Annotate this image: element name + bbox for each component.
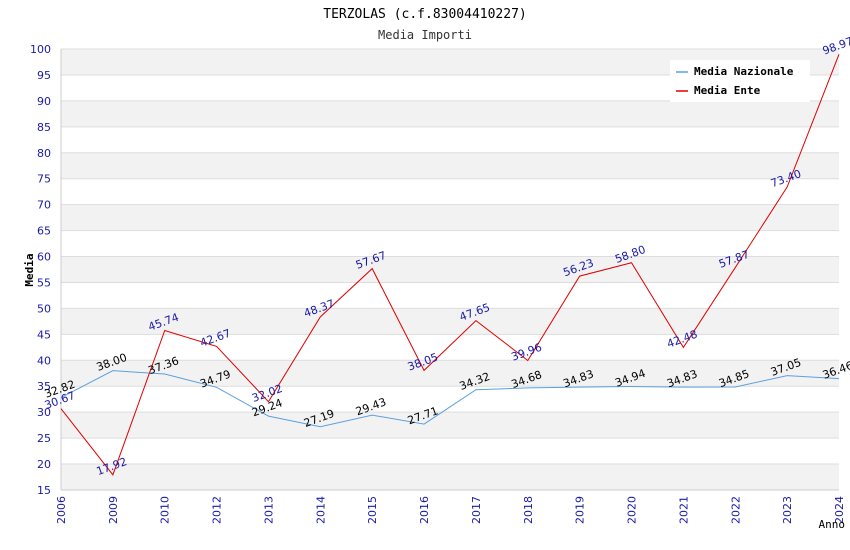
x-tick-labels: 2006 2009 2010 2012 2013 2014 2015 2016 2017 2018… <box>55 496 846 524</box>
series-line-nazionale <box>60 370 840 428</box>
grid-band <box>61 204 839 231</box>
y-tick-label: 35 <box>37 380 51 393</box>
y-tick-label: 60 <box>37 251 51 264</box>
x-tick-label: 2012 <box>211 496 224 524</box>
x-tick-label: 2017 <box>470 496 483 524</box>
x-tick-label: 2020 <box>626 496 639 524</box>
x-tick-label: 2019 <box>574 496 587 524</box>
y-tick-label: 65 <box>37 225 51 238</box>
y-tick-label: 70 <box>37 199 51 212</box>
y-tick-label: 25 <box>37 432 51 445</box>
x-tick-label: 2013 <box>262 496 275 524</box>
x-tick-label: 2024 <box>833 496 846 524</box>
x-tick-label: 2021 <box>677 496 690 524</box>
x-tick-label: 2022 <box>729 496 742 524</box>
x-tick-label: 2010 <box>159 496 172 524</box>
grid-bands <box>61 49 839 490</box>
y-tick-label: 45 <box>37 328 51 341</box>
grid-band <box>61 360 839 387</box>
y-tick-label: 90 <box>37 95 51 108</box>
y-tick-label: 80 <box>37 147 51 160</box>
grid-band <box>61 464 839 490</box>
legend-box <box>670 60 810 102</box>
axes <box>60 49 839 491</box>
y-axis-label: Media <box>23 253 36 286</box>
x-tick-label: 2018 <box>522 496 535 524</box>
x-tick-label: 2023 <box>781 496 794 524</box>
grid-band <box>61 308 839 335</box>
y-tick-label: 30 <box>37 406 51 419</box>
x-tick-label: 2006 <box>55 496 68 524</box>
legend: Media Nazionale Media Ente <box>670 60 810 102</box>
y-tick-label: 50 <box>37 302 51 315</box>
grid-band <box>61 100 839 127</box>
x-tick-label: 2016 <box>418 496 431 524</box>
series-lines <box>60 54 840 476</box>
y-tick-label: 95 <box>37 69 51 82</box>
legend-label-ente: Media Ente <box>694 84 761 97</box>
x-tick-label: 2015 <box>366 496 379 524</box>
y-tick-label: 85 <box>37 121 51 134</box>
y-tick-label: 15 <box>37 484 51 497</box>
x-tick-label: 2009 <box>107 496 120 524</box>
y-tick-label: 75 <box>37 173 51 186</box>
y-tick-label: 100 <box>30 43 51 56</box>
x-axis-label: Anno <box>819 518 846 531</box>
x-tick-label: 2014 <box>314 496 327 524</box>
grid-band <box>61 152 839 179</box>
legend-label-nazionale: Media Nazionale <box>694 65 794 78</box>
series-line-ente <box>60 54 840 476</box>
y-tick-label: 55 <box>37 276 51 289</box>
y-tick-label: 20 <box>37 458 51 471</box>
y-tick-label: 40 <box>37 354 51 367</box>
grid-band <box>61 412 839 439</box>
chart-title: TERZOLAS (c.f.83004410227) <box>323 7 527 22</box>
y-tick-labels: 15 20 25 30 35 40 45 50 55 60 65 70 75 80 85 90 95 100 <box>30 43 51 497</box>
chart-subtitle: Media Importi <box>378 28 472 42</box>
grid-band <box>61 256 839 283</box>
